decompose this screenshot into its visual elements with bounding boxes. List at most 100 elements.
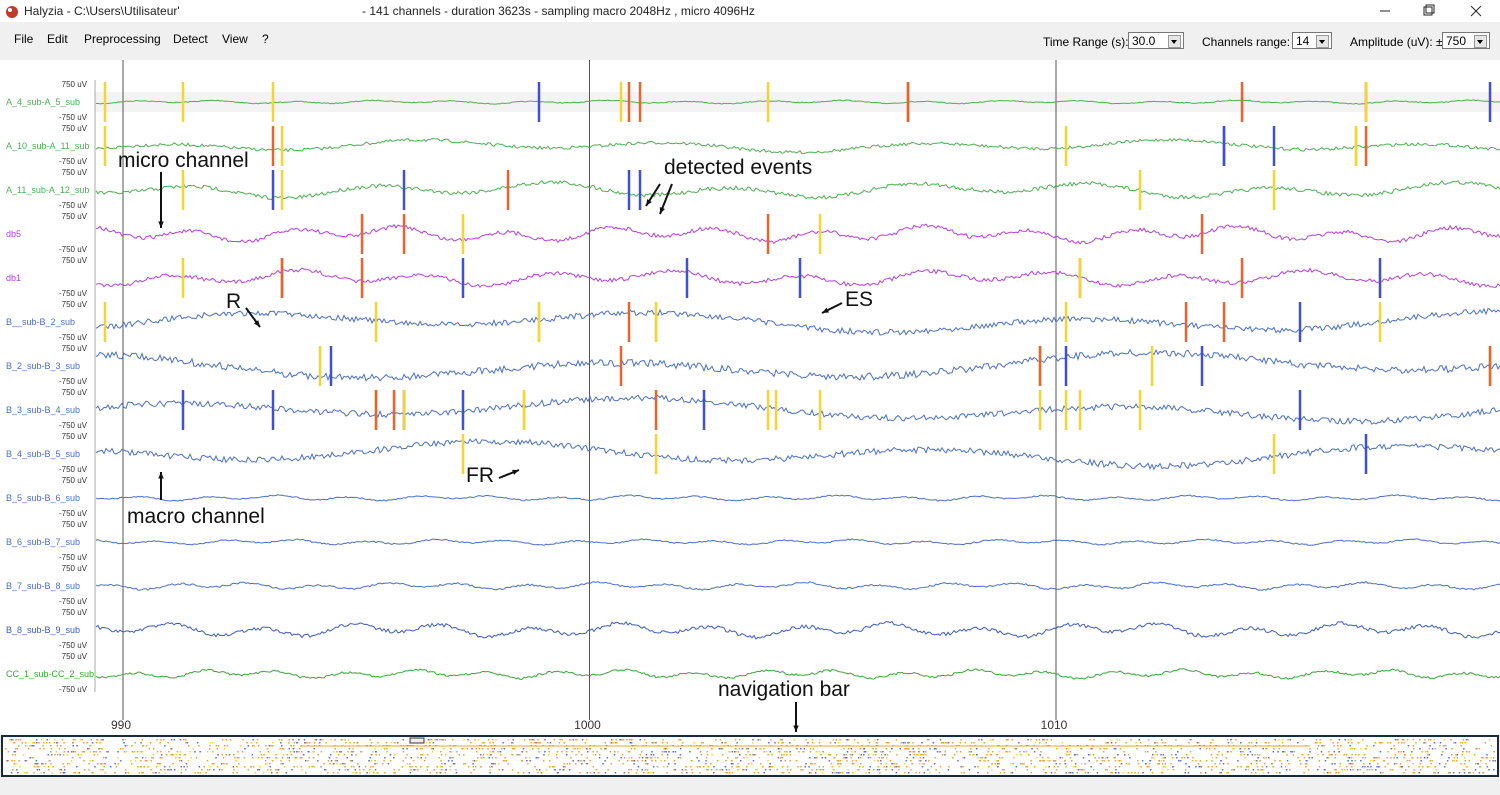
nav-event [180, 769, 183, 771]
nav-event [856, 769, 859, 771]
channels-combo[interactable]: 14 [1292, 32, 1332, 49]
nav-event [1161, 739, 1163, 741]
nav-event [26, 772, 28, 774]
nav-event [782, 742, 785, 744]
window-controls[interactable] [1370, 0, 1500, 22]
nav-event [720, 748, 722, 750]
nav-event [1282, 751, 1284, 753]
nav-event [1184, 769, 1187, 771]
nav-event [463, 754, 465, 756]
nav-event [33, 772, 35, 774]
nav-event [1117, 754, 1119, 756]
nav-event [1011, 772, 1014, 774]
nav-event [566, 751, 568, 753]
nav-event [474, 739, 476, 741]
nav-event [370, 766, 372, 768]
nav-event [1374, 757, 1377, 759]
nav-event [1373, 745, 1375, 747]
nav-event [641, 760, 644, 762]
nav-event [93, 751, 95, 753]
nav-event [865, 772, 867, 774]
nav-event [268, 757, 271, 759]
nav-event [853, 739, 856, 741]
nav-event [254, 772, 256, 774]
nav-event [1064, 760, 1066, 762]
nav-event [837, 763, 840, 765]
nav-event [869, 766, 871, 768]
nav-event [925, 754, 927, 756]
nav-event [102, 739, 104, 741]
menu-item[interactable]: Detect [173, 32, 208, 46]
nav-event [764, 769, 767, 771]
nav-event [699, 751, 702, 753]
nav-event [1189, 739, 1192, 741]
nav-event [963, 772, 965, 774]
menu-item[interactable]: Preprocessing [84, 32, 161, 46]
nav-event [820, 754, 822, 756]
nav-event [713, 766, 715, 768]
nav-event [226, 763, 228, 765]
menu-item[interactable]: View [222, 32, 248, 46]
nav-event [747, 748, 749, 750]
nav-event [1247, 754, 1249, 756]
scale-bottom-label: -750 uV [59, 157, 88, 166]
nav-event [16, 748, 19, 750]
nav-event [796, 748, 798, 750]
nav-event [1233, 769, 1235, 771]
nav-event [903, 763, 906, 765]
menu-item[interactable]: ? [262, 32, 269, 46]
nav-event [95, 751, 97, 753]
nav-event [1407, 745, 1410, 747]
nav-event [81, 751, 84, 753]
nav-event [340, 751, 342, 753]
nav-event [1069, 757, 1072, 759]
nav-event [1226, 772, 1228, 774]
nav-event [1090, 766, 1092, 768]
nav-event [808, 757, 811, 759]
nav-event [257, 769, 259, 771]
nav-event [75, 751, 77, 753]
nav-event [717, 760, 719, 762]
nav-event [350, 766, 353, 768]
menu-item[interactable]: File [14, 32, 34, 46]
nav-event [1338, 751, 1341, 753]
nav-event [1286, 754, 1288, 756]
channel-label: A_4_sub-A_5_sub [6, 97, 80, 107]
nav-event [1216, 754, 1219, 756]
nav-event [1001, 757, 1003, 759]
nav-event [472, 760, 475, 762]
nav-event [674, 763, 676, 765]
nav-event [822, 769, 825, 771]
nav-event [410, 769, 412, 771]
nav-event [241, 751, 244, 753]
navigation-cursor[interactable] [409, 737, 425, 744]
amplitude-combo[interactable]: 750 [1442, 32, 1490, 49]
nav-event [728, 769, 730, 771]
nav-event [553, 739, 556, 741]
time-range-combo[interactable]: 30.0 [1128, 32, 1184, 49]
channel-trace [95, 668, 1500, 680]
channel-label: B_2_sub-B_3_sub [6, 361, 80, 371]
menu-item[interactable]: Edit [47, 32, 68, 46]
nav-event [882, 757, 884, 759]
nav-event [1043, 760, 1045, 762]
navigation-bar[interactable] [1, 735, 1499, 777]
nav-event [1315, 739, 1318, 741]
nav-event [1400, 751, 1402, 753]
nav-event [519, 754, 521, 756]
nav-event [494, 763, 497, 765]
nav-event [572, 760, 574, 762]
nav-event [896, 754, 898, 756]
nav-event [710, 748, 713, 750]
nav-event [187, 760, 189, 762]
nav-event [203, 766, 205, 768]
nav-event [645, 757, 647, 759]
nav-event [770, 739, 772, 741]
nav-event [1136, 748, 1138, 750]
nav-event [1329, 772, 1332, 774]
nav-event [846, 757, 848, 759]
nav-event [532, 739, 534, 741]
nav-event [1156, 754, 1159, 756]
nav-event [189, 751, 191, 753]
nav-event [968, 769, 971, 771]
